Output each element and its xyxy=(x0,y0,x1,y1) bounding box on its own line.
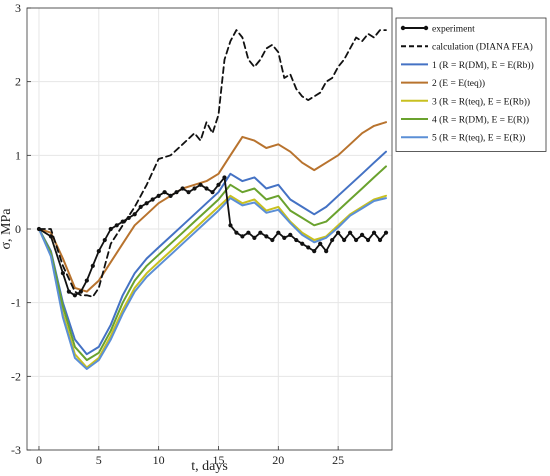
experiment-point xyxy=(366,238,370,242)
x-tick-label: 20 xyxy=(272,453,284,467)
experiment-point xyxy=(180,186,184,190)
experiment-point xyxy=(169,194,173,198)
experiment-point xyxy=(192,186,196,190)
experiment-point xyxy=(336,231,340,235)
experiment-point xyxy=(318,242,322,246)
y-tick-label: 0 xyxy=(15,222,21,236)
y-tick-label: -2 xyxy=(11,369,21,383)
legend-label: 1 (R = R(DM), E = E(Rb)) xyxy=(432,60,534,71)
experiment-point xyxy=(49,234,53,238)
experiment-point xyxy=(288,233,292,237)
experiment-point xyxy=(157,194,161,198)
experiment-point xyxy=(61,271,65,275)
experiment-point xyxy=(294,238,298,242)
legend-label: experiment xyxy=(432,25,475,35)
experiment-point xyxy=(121,220,125,224)
experiment-point xyxy=(270,238,274,242)
experiment-point xyxy=(312,249,316,253)
legend-label: calculation (DIANA FEA) xyxy=(432,42,533,53)
experiment-point xyxy=(163,190,167,194)
experiment-point xyxy=(79,290,83,294)
experiment-point xyxy=(360,233,364,237)
experiment-point xyxy=(264,234,268,238)
y-tick-label: 3 xyxy=(15,1,21,15)
experiment-point xyxy=(348,231,352,235)
x-tick-label: 0 xyxy=(36,453,42,467)
legend: experiment calculation (DIANA FEA) 1 (R = … xyxy=(396,18,546,151)
experiment-point xyxy=(222,175,226,179)
experiment-point xyxy=(234,231,238,235)
legend-marker xyxy=(401,26,405,30)
x-tick-label: 25 xyxy=(332,453,344,467)
experiment-point xyxy=(252,236,256,240)
experiment-point xyxy=(210,190,214,194)
legend-label: 5 (R = R(teq), E = E(R)) xyxy=(432,133,525,144)
experiment-point xyxy=(342,238,346,242)
y-tick-label: 1 xyxy=(15,148,21,162)
experiment-point xyxy=(186,190,190,194)
x-tick-label: 5 xyxy=(96,453,102,467)
experiment-point xyxy=(300,242,304,246)
experiment-point xyxy=(378,238,382,242)
experiment-point xyxy=(216,183,220,187)
y-tick-label: -1 xyxy=(11,296,21,310)
experiment-point xyxy=(133,212,137,216)
experiment-point xyxy=(97,249,101,253)
experiment-point xyxy=(324,249,328,253)
experiment-point xyxy=(246,231,250,235)
experiment-point xyxy=(174,190,178,194)
y-tick-label: -3 xyxy=(11,443,21,457)
experiment-point xyxy=(258,231,262,235)
experiment-point xyxy=(204,186,208,190)
experiment-point xyxy=(139,205,143,209)
experiment-point xyxy=(198,183,202,187)
experiment-point xyxy=(330,238,334,242)
legend-marker xyxy=(424,26,428,30)
experiment-point xyxy=(115,223,119,227)
experiment-point xyxy=(109,227,113,231)
experiment-point xyxy=(306,245,310,249)
experiment-point xyxy=(276,231,280,235)
experiment-point xyxy=(282,236,286,240)
experiment-point xyxy=(372,231,376,235)
y-axis-label: σ, MPa xyxy=(0,208,14,250)
experiment-point xyxy=(85,278,89,282)
experiment-point xyxy=(103,238,107,242)
x-axis-label: t, days xyxy=(191,459,228,474)
experiment-point xyxy=(127,216,131,220)
legend-label: 4 (R = R(DM), E = E(R)) xyxy=(432,115,529,126)
y-tick-label: 2 xyxy=(15,75,21,89)
experiment-point xyxy=(384,231,388,235)
experiment-point xyxy=(151,197,155,201)
x-tick-label: 10 xyxy=(153,453,165,467)
experiment-point xyxy=(354,238,358,242)
experiment-point xyxy=(145,201,149,205)
experiment-point xyxy=(73,293,77,297)
experiment-point xyxy=(91,264,95,268)
experiment-point xyxy=(240,234,244,238)
experiment-point xyxy=(67,290,71,294)
experiment-point xyxy=(228,223,232,227)
legend-label: 2 (E = E(teq)) xyxy=(432,78,485,89)
legend-label: 3 (R = R(teq), E = E(Rb)) xyxy=(432,96,530,107)
experiment-point xyxy=(37,227,41,231)
